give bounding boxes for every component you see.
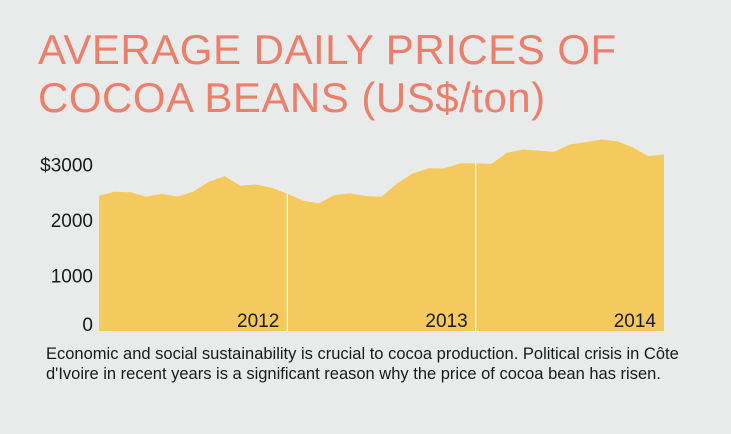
year-label-2013: 2013 [425,311,467,332]
year-label-2012: 2012 [237,311,279,332]
y-tick-label: $3000 [40,156,93,177]
y-tick-label: 2000 [51,211,93,232]
y-tick-label: 0 [82,315,93,336]
area-segment-2013 [287,163,476,331]
chart-title: AVERAGE DAILY PRICES OF COCOA BEANS (US$… [38,26,698,122]
chart-title-line-1: AVERAGE DAILY PRICES OF [38,26,617,73]
area-segment-2014 [475,139,664,331]
year-label-2014: 2014 [614,311,657,332]
y-tick-label: 1000 [51,267,93,288]
chart-title-line-2: COCOA BEANS (US$/ton) [38,74,546,121]
chart-caption: Economic and social sustainability is cr… [46,345,679,383]
area-segment-2012 [99,176,288,331]
